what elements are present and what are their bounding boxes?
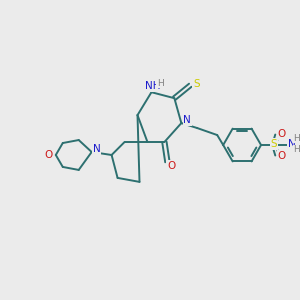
Text: O: O — [278, 151, 286, 161]
Text: H: H — [293, 134, 300, 142]
Text: N: N — [93, 144, 101, 154]
Text: O: O — [167, 161, 175, 171]
Text: H: H — [293, 146, 300, 154]
Text: H: H — [157, 79, 164, 88]
Text: N: N — [288, 139, 296, 149]
Text: O: O — [45, 150, 53, 160]
Text: N: N — [183, 115, 191, 125]
Text: S: S — [193, 79, 200, 89]
Text: NH: NH — [145, 81, 160, 91]
Text: O: O — [278, 129, 286, 139]
Text: S: S — [271, 139, 277, 149]
